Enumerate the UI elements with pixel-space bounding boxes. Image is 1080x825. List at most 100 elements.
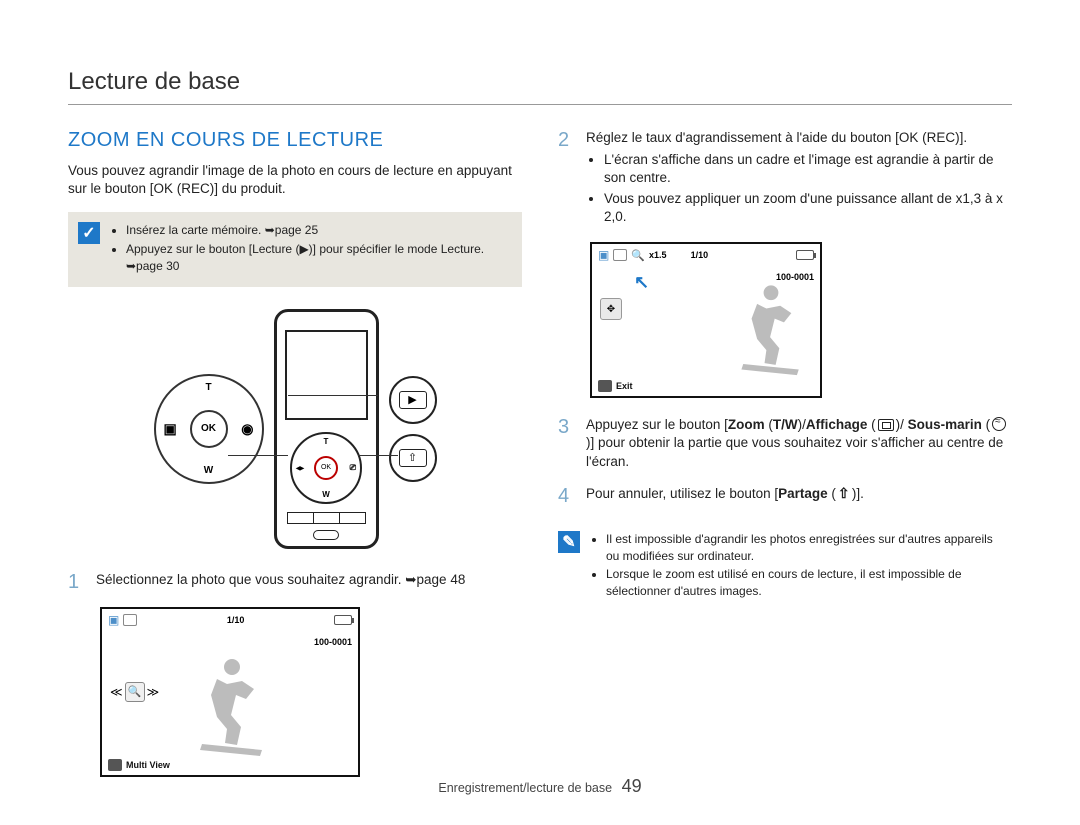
dpad-left-icon: ▣	[164, 420, 177, 437]
step-text: Sélectionnez la photo que vous souhaitez…	[96, 571, 465, 593]
chevron-left-icon: ≪	[110, 685, 123, 699]
lcd-bottom-label: Exit	[616, 381, 633, 391]
skater-silhouette-icon	[734, 272, 808, 382]
bold-label: Affichage	[806, 417, 868, 432]
step-number: 4	[558, 485, 574, 507]
lcd-file-id: 100-0001	[314, 637, 352, 647]
step-number: 3	[558, 416, 574, 471]
divider	[68, 104, 1012, 105]
step-2: 2 Réglez le taux d'agrandissement à l'ai…	[558, 129, 1012, 228]
warning-note-box: ✎ Il est impossible d'agrandir les photo…	[558, 521, 1012, 612]
step-text-fragment: (	[982, 417, 990, 432]
nav-pad-icon: ✥	[600, 298, 622, 320]
dpad-ok-label: OK	[190, 410, 228, 448]
exit-icon	[598, 380, 612, 392]
page-number: 49	[622, 776, 642, 796]
section-heading: ZOOM EN COURS DE LECTURE	[68, 129, 522, 152]
step-4: 4 Pour annuler, utilisez le bouton [Part…	[558, 485, 1012, 507]
zoom-slider: ≪ 🔍 ≫	[110, 682, 159, 702]
info-note-box: ✓ Insérez la carte mémoire. ➥page 25 App…	[68, 212, 522, 286]
note-item: Insérez la carte mémoire. ➥page 25	[126, 222, 508, 239]
note-list: Insérez la carte mémoire. ➥page 25 Appuy…	[110, 222, 508, 276]
bold-label: Partage	[778, 486, 828, 501]
battery-icon	[334, 615, 352, 625]
step-text-fragment: Sélectionnez la photo que vous souhaitez…	[96, 572, 405, 587]
right-column: 2 Réglez le taux d'agrandissement à l'ai…	[558, 129, 1012, 785]
share-icon	[838, 486, 850, 500]
step-text: Pour annuler, utilisez le bouton [Partag…	[586, 485, 864, 507]
step-text-fragment: )] pour obtenir la partie que vous souha…	[586, 435, 1003, 468]
page-ref: ➥page 48	[405, 572, 465, 587]
card-icon	[613, 249, 627, 261]
dpad-t-label: T	[205, 382, 211, 393]
button-strip	[287, 512, 366, 524]
callout-line	[288, 395, 378, 396]
step-text-fragment: Réglez le taux d'agrandissement à l'aide…	[586, 130, 967, 145]
wheel-right: ⎚	[350, 463, 356, 473]
left-column: ZOOM EN COURS DE LECTURE Vous pouvez agr…	[68, 129, 522, 785]
step-text: Réglez le taux d'agrandissement à l'aide…	[586, 129, 1012, 228]
display-icon	[878, 419, 894, 431]
step-1: 1 Sélectionnez la photo que vous souhait…	[68, 571, 522, 593]
device-illustration: T W ▣ ◉ OK T W ◂▸ ⎚ OK	[68, 305, 522, 553]
lcd-counter: 1/10	[227, 615, 245, 625]
grid-icon	[108, 759, 122, 771]
intro-text: Vous pouvez agrandir l'image de la photo…	[68, 162, 522, 198]
step-text-fragment: (	[828, 486, 836, 501]
check-icon: ✓	[78, 222, 100, 244]
dpad-right-icon: ◉	[241, 420, 253, 437]
lcd-zoom: x1.5	[649, 250, 667, 260]
page-breadcrumb: Lecture de base	[68, 68, 1012, 96]
step-bullets: L'écran s'affiche dans un cadre et l'ima…	[586, 151, 1012, 226]
bold-label: Zoom	[728, 417, 765, 432]
bullet-item: L'écran s'affiche dans un cadre et l'ima…	[604, 151, 1012, 187]
step-text-fragment: Pour annuler, utilisez le bouton [	[586, 486, 778, 501]
dpad-illustration: T W ▣ ◉ OK	[154, 374, 264, 484]
step-text-fragment: )/	[798, 417, 806, 432]
manual-page: Lecture de base ZOOM EN COURS DE LECTURE…	[0, 0, 1080, 785]
play-icon: ▶	[399, 391, 427, 409]
camcorder-body: T W ◂▸ ⎚ OK	[274, 309, 379, 549]
underwater-icon	[992, 417, 1006, 431]
share-icon: ⇧	[399, 449, 427, 467]
step-text-fragment: )].	[852, 486, 864, 501]
callout-buttons: ▶ ⇧	[389, 376, 437, 482]
lcd-bottombar: Exit	[592, 376, 820, 396]
battery-icon	[796, 250, 814, 260]
magnifier-icon: 🔍	[631, 249, 645, 262]
step-text-fragment: )/	[896, 417, 908, 432]
note-item: Lorsque le zoom est utilisé en cours de …	[606, 566, 998, 600]
skater-silhouette-icon	[192, 649, 272, 759]
two-column-layout: ZOOM EN COURS DE LECTURE Vous pouvez agr…	[68, 129, 1012, 785]
note-list: Il est impossible d'agrandir les photos …	[590, 531, 998, 602]
chevron-right-icon: ≫	[147, 685, 160, 699]
step-number: 1	[68, 571, 84, 593]
play-button-callout: ▶	[389, 376, 437, 424]
step-text-fragment: Appuyez sur le bouton [	[586, 417, 728, 432]
mic-grille	[313, 530, 339, 540]
lcd-topbar: ▣ 🔍 x1.5 1/10	[592, 244, 820, 266]
callout-line	[228, 455, 288, 456]
photo-icon: ▣	[598, 248, 609, 262]
lcd-bottom-label: Multi View	[126, 760, 170, 770]
wheel-t: T	[324, 437, 329, 446]
footer-section-label: Enregistrement/lecture de base	[438, 781, 612, 795]
lcd-bottombar: Multi View	[102, 755, 358, 775]
card-icon	[123, 614, 137, 626]
step-text-fragment: (	[765, 417, 773, 432]
camcorder-screen	[285, 330, 368, 420]
lcd-preview-1: ▣ 1/10 100-0001 ≪ 🔍 ≫	[100, 607, 360, 777]
pencil-icon: ✎	[558, 531, 580, 553]
magnifier-icon: 🔍	[125, 682, 145, 702]
step-text: Appuyez sur le bouton [Zoom (T/W)/Affich…	[586, 416, 1012, 471]
lcd-preview-2: ▣ 🔍 x1.5 1/10 100-0001 ↖ ✥ Exit	[590, 242, 822, 398]
step-text-fragment: (	[867, 417, 875, 432]
lcd-counter: 1/10	[691, 250, 709, 260]
arrow-up-icon: ↖	[634, 272, 649, 293]
share-button-callout: ⇧	[389, 434, 437, 482]
bold-label: T/W	[773, 417, 798, 432]
wheel-left: ◂▸	[296, 463, 304, 472]
wheel-w: W	[322, 490, 330, 499]
wheel-ok: OK	[314, 456, 338, 480]
step-number: 2	[558, 129, 574, 228]
